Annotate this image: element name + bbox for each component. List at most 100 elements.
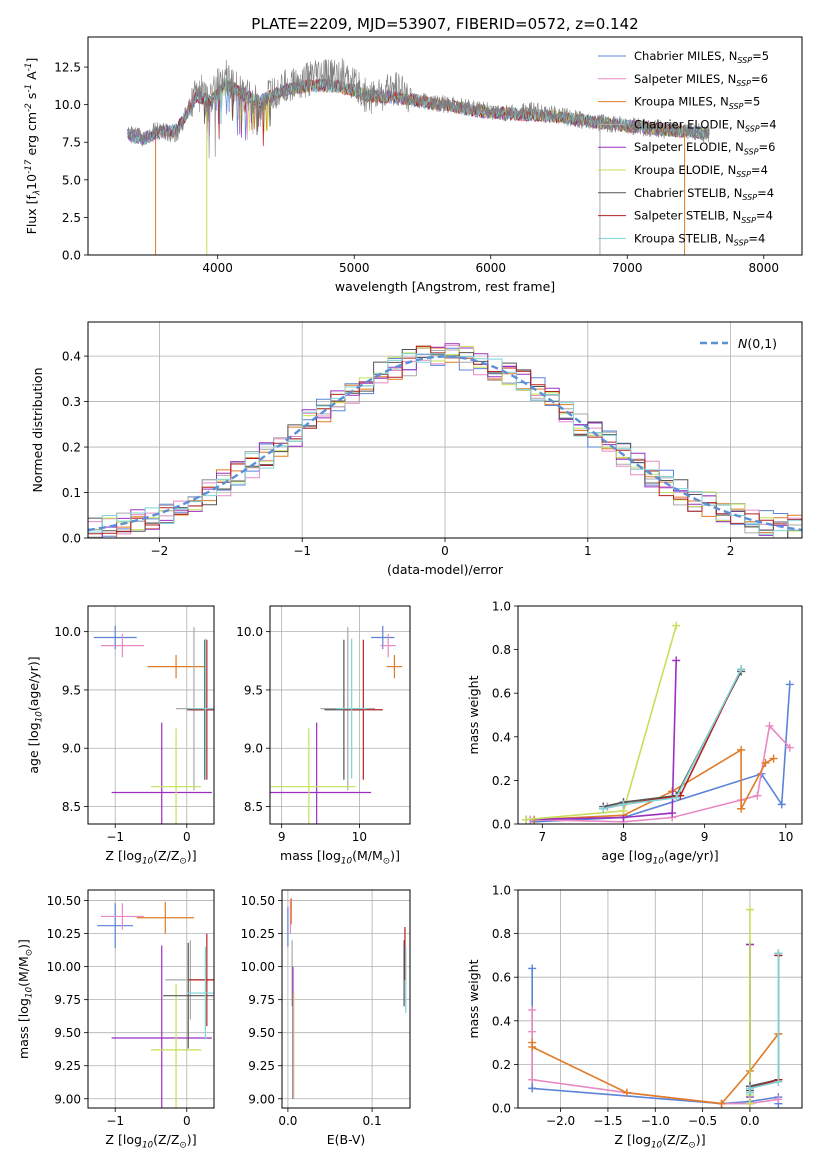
mass-weight-line — [749, 955, 780, 1091]
x-tick-label: −1.5 — [593, 1114, 622, 1128]
mass-weight-marker — [745, 1099, 754, 1108]
legend-label: Salpeter STELIB, NSSP=4 — [634, 209, 773, 225]
mass-weight-marker — [668, 809, 677, 818]
plot-area — [97, 901, 214, 1108]
x-tick-label: −1 — [106, 830, 124, 844]
mass-weight-marker — [774, 1095, 783, 1104]
y-tick-label: 7.5 — [62, 136, 81, 150]
axes-frame — [87, 36, 803, 256]
grid — [88, 606, 214, 824]
mass-weight-marker — [522, 815, 531, 824]
y-tick-label: 12.5 — [54, 61, 81, 75]
legend-label: Kroupa ELODIE, NSSP=4 — [634, 163, 768, 179]
y-tick-label: 0.2 — [62, 441, 81, 455]
y-tick-label: 9.50 — [248, 1026, 275, 1040]
mass-weight-marker — [769, 754, 778, 763]
legend-label: Chabrier ELODIE, NSSP=4 — [634, 117, 777, 133]
x-tick-label: 0 — [441, 544, 449, 558]
y-tick-label: 0.0 — [492, 818, 511, 832]
mass-weight-marker — [774, 949, 783, 958]
legend-label: Chabrier MILES, NSSP=5 — [634, 49, 769, 65]
y-tick-label: 1.0 — [492, 884, 511, 898]
x-tick-label: 2 — [727, 544, 735, 558]
x-tick-label: 9 — [701, 830, 709, 844]
y-tick-label: 10.50 — [47, 894, 81, 908]
mass-weight-marker — [528, 1005, 537, 1014]
axes-frame — [87, 605, 215, 825]
figure-title: PLATE=2209, MJD=53907, FIBERID=0572, z=0… — [251, 15, 638, 33]
x-tick-label: 1 — [584, 544, 592, 558]
mass-weight-marker — [777, 800, 786, 809]
mass-weight-marker — [619, 800, 628, 809]
x-tick-label: 7000 — [612, 261, 643, 275]
axes-frame — [517, 889, 803, 1109]
grid — [282, 890, 410, 1108]
axes-frame — [269, 605, 411, 825]
mass-weight-marker — [737, 665, 746, 674]
x-axis-label: wavelength [Angstrom, rest frame] — [335, 279, 555, 294]
y-tick-label: 0.4 — [62, 350, 81, 364]
x-tick-label: 0.0 — [740, 1114, 759, 1128]
y-tick-label: 9.75 — [248, 993, 275, 1007]
y-tick-label: 0.4 — [492, 730, 511, 744]
x-tick-label: 0.0 — [278, 1114, 297, 1128]
legend: N(0,1) — [700, 336, 777, 351]
y-tick-label: 0.8 — [492, 927, 511, 941]
mass-weight-marker — [672, 656, 681, 665]
y-axis-label: mass [log10(M/M⊙)] — [16, 939, 35, 1059]
mass-weight-marker — [761, 758, 770, 767]
y-tick-label: 10.25 — [47, 927, 81, 941]
x-tick-label: 0.1 — [363, 1114, 382, 1128]
x-tick-label: 7 — [539, 830, 547, 844]
y-tick-label: 0.8 — [492, 643, 511, 657]
mass-weight-marker — [528, 964, 537, 973]
grid — [88, 890, 214, 1108]
x-axis-label: (data-model)/error — [387, 562, 504, 577]
plot-area — [270, 625, 403, 824]
plot-area — [127, 57, 710, 255]
legend-label: Chabrier STELIB, NSSP=4 — [634, 186, 774, 202]
mass-weight-marker — [745, 1084, 754, 1093]
x-tick-label: −1.0 — [641, 1114, 670, 1128]
panel-spectrum: 4000 5000 6000 7000 8000 0.0 2.5 5.0 7.5 10.0 12.5… — [24, 36, 803, 294]
mass-weight-line — [526, 625, 677, 821]
legend: Chabrier MILES, NSSP=5 Salpeter MILES, NS… — [598, 49, 777, 248]
y-tick-label: 10.25 — [241, 927, 275, 941]
x-tick-label: 8000 — [749, 261, 780, 275]
plot-area — [522, 621, 794, 824]
y-tick-label: 0.1 — [62, 486, 81, 500]
y-tick-label: 0.0 — [62, 532, 81, 546]
mass-weight-marker — [765, 721, 774, 730]
panel-residuals: −2 −1 0 1 2 0.0 0.1 0.2 0.3 0.4 (data-model)/error… — [30, 321, 803, 577]
y-tick-label: 9.25 — [54, 1059, 81, 1073]
mass-weight-marker — [745, 905, 754, 914]
mass-weight-line — [749, 955, 780, 1093]
x-tick-label: 5000 — [339, 261, 370, 275]
x-tick-label: 8 — [620, 830, 628, 844]
mass-weight-marker — [774, 1077, 783, 1086]
mass-weight-marker — [672, 793, 681, 802]
mass-weight-marker — [737, 745, 746, 754]
mass-weight-marker — [599, 804, 608, 813]
y-tick-label: 0.0 — [62, 249, 81, 263]
mass-weight-marker — [528, 1075, 537, 1084]
mass-weight-line — [530, 724, 791, 823]
mass-weight-marker — [785, 743, 794, 752]
y-tick-label: 9.5 — [62, 683, 81, 697]
y-axis-label: age [log10(age/yr)] — [26, 656, 45, 773]
axes-frame — [87, 889, 215, 1109]
y-axis-label: Normed distribution — [30, 367, 45, 492]
legend-label: Kroupa MILES, NSSP=5 — [634, 95, 760, 111]
axes-frame — [281, 889, 411, 1109]
y-tick-label: 9.00 — [248, 1092, 275, 1106]
y-tick-label: 9.75 — [54, 993, 81, 1007]
y-tick-label: 0.4 — [492, 1014, 511, 1028]
histogram-step — [88, 353, 802, 538]
plot-area — [287, 897, 407, 1099]
y-axis-label: mass weight — [466, 675, 481, 754]
x-tick-label: 4000 — [202, 261, 233, 275]
y-tick-label: 9.25 — [248, 1059, 275, 1073]
x-axis-label: Z [log10(Z/Z⊙)] — [105, 848, 196, 867]
plot-area — [88, 343, 802, 538]
